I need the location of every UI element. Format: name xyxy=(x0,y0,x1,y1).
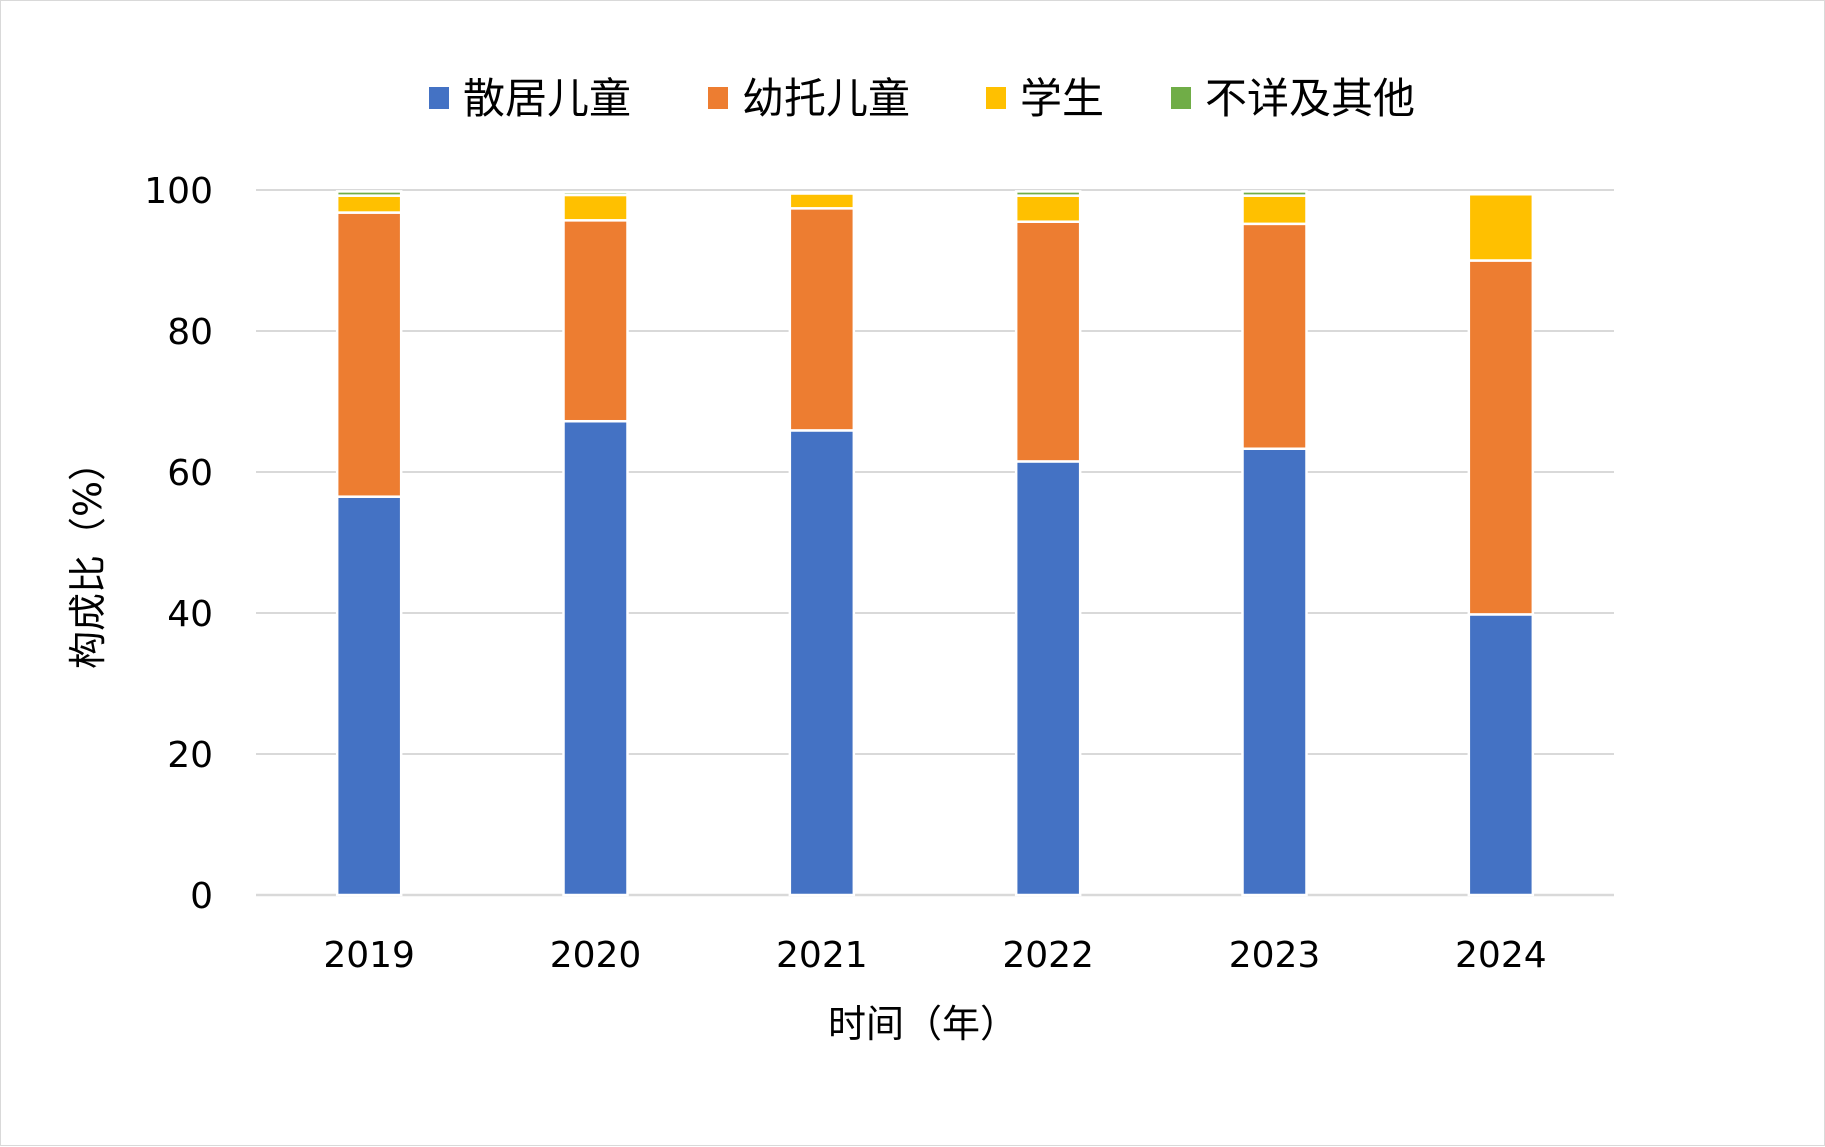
bar-segment-4 xyxy=(335,190,403,197)
x-tick-label: 2019 xyxy=(323,935,415,976)
bar-segment-1 xyxy=(335,495,403,897)
x-axis-ticks: 2019 2020 2021 2022 2023 2024 xyxy=(323,935,1546,976)
bar-segment-2 xyxy=(788,207,856,432)
y-tick-label: 0 xyxy=(190,876,213,917)
bar-segment-2 xyxy=(1241,222,1308,450)
bar-segment-4 xyxy=(1014,190,1082,197)
y-tick-label: 60 xyxy=(167,453,213,494)
bar-segment-3 xyxy=(1467,192,1535,262)
bar-segment-2 xyxy=(562,219,629,423)
bars xyxy=(335,190,1535,897)
bar-segment-3 xyxy=(335,194,403,214)
gridlines xyxy=(256,189,1614,897)
bar-segment-3 xyxy=(1014,194,1082,223)
y-axis-title: 构成比（%） xyxy=(66,443,110,669)
bar-segment-4 xyxy=(1241,190,1308,197)
legend-label: 散居儿童 xyxy=(463,74,631,123)
bar-segment-3 xyxy=(788,192,856,210)
legend-item: 幼托儿童 xyxy=(708,74,910,123)
bar-segment-2 xyxy=(1014,220,1082,463)
x-tick-label: 2020 xyxy=(550,935,642,976)
legend-swatch xyxy=(1171,87,1191,109)
y-axis-ticks: 0 20 40 60 80 100 xyxy=(144,171,213,917)
x-tick-label: 2023 xyxy=(1229,935,1321,976)
legend-swatch xyxy=(986,87,1006,109)
bar-segment-3 xyxy=(562,193,629,222)
legend-swatch xyxy=(429,87,449,109)
bar-stack-2024 xyxy=(1467,192,1535,897)
bar-segment-1 xyxy=(1014,460,1082,897)
legend-item: 学生 xyxy=(986,74,1104,123)
y-tick-label: 40 xyxy=(167,594,213,635)
x-tick-label: 2022 xyxy=(1002,935,1094,976)
legend-item: 散居儿童 xyxy=(429,74,631,123)
bar-segment-2 xyxy=(335,211,403,498)
legend-item: 不详及其他 xyxy=(1171,74,1415,123)
bar-stack-2023 xyxy=(1241,190,1308,897)
bar-stack-2019 xyxy=(335,190,403,897)
bar-stack-2020 xyxy=(562,190,629,897)
bar-segment-4 xyxy=(1467,192,1535,196)
y-tick-label: 80 xyxy=(167,312,213,353)
x-tick-label: 2024 xyxy=(1455,935,1547,976)
legend-label: 学生 xyxy=(1020,74,1104,123)
x-axis-title: 时间（年） xyxy=(828,1002,1018,1046)
legend: 散居儿童 幼托儿童 学生 不详及其他 xyxy=(429,74,1415,123)
legend-label: 不详及其他 xyxy=(1205,74,1415,123)
bar-stack-2022 xyxy=(1014,190,1082,897)
bar-segment-1 xyxy=(788,429,856,897)
x-tick-label: 2021 xyxy=(776,935,868,976)
bar-segment-1 xyxy=(1241,447,1308,897)
bar-segment-4 xyxy=(562,190,629,197)
y-tick-label: 20 xyxy=(167,735,213,776)
bar-segment-2 xyxy=(1467,259,1535,616)
y-tick-label: 100 xyxy=(144,171,213,212)
legend-label: 幼托儿童 xyxy=(742,74,910,123)
bar-segment-1 xyxy=(1467,613,1535,897)
bar-segment-3 xyxy=(1241,194,1308,226)
bar-segment-1 xyxy=(562,419,629,897)
legend-swatch xyxy=(708,87,728,109)
bar-stack-2021 xyxy=(788,192,856,897)
